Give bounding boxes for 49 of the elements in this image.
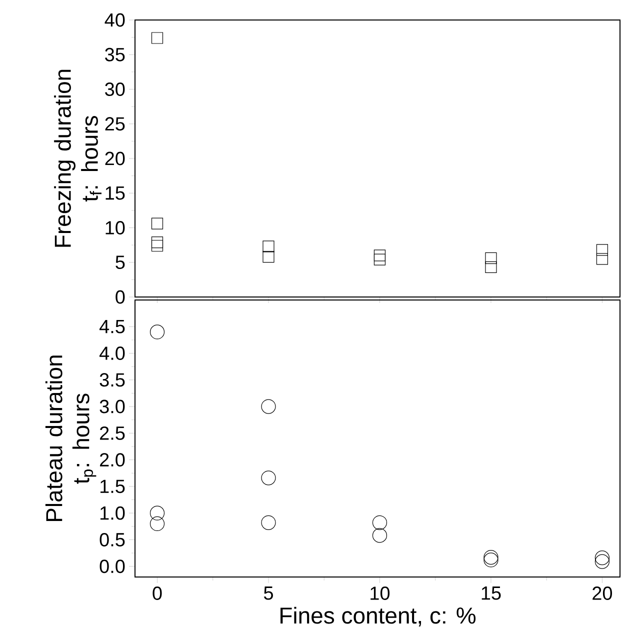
y-tick-label: 20 xyxy=(105,152,125,166)
y-tick-label: 5 xyxy=(116,256,125,270)
y-tick-label: 35 xyxy=(105,48,125,62)
y-tick-label: 40 xyxy=(104,13,125,27)
point xyxy=(372,515,388,530)
point xyxy=(596,253,608,265)
point xyxy=(151,218,164,230)
point xyxy=(262,240,274,252)
y-tick-label: 30 xyxy=(105,82,125,96)
point xyxy=(372,528,388,543)
y-tick-label: 1.5 xyxy=(100,480,125,494)
point xyxy=(594,554,610,569)
y-tick-label: 10 xyxy=(106,221,125,234)
y-tick-label: 0 xyxy=(116,290,125,304)
y-tick-label: 0.0 xyxy=(100,560,125,574)
x-tick-label: 15 xyxy=(482,586,501,600)
point xyxy=(150,506,165,520)
y-tick-label: 3.0 xyxy=(100,400,125,414)
x-tick-label: 5 xyxy=(264,586,273,600)
x-tick-label: 20 xyxy=(592,586,612,600)
point xyxy=(150,516,165,532)
point xyxy=(151,240,164,252)
y-tick-label: 2.5 xyxy=(100,426,125,440)
point xyxy=(594,550,610,566)
point xyxy=(374,254,386,266)
x-axis-title: Fines content, c: % xyxy=(280,606,476,626)
point xyxy=(262,251,274,263)
point xyxy=(151,32,164,44)
point xyxy=(484,550,498,565)
point xyxy=(374,250,386,262)
y-tick-label: 1.0 xyxy=(100,506,125,520)
x-tick-label: 10 xyxy=(370,586,390,600)
y-tick-label: 15 xyxy=(106,186,125,200)
point xyxy=(261,470,276,486)
point xyxy=(484,552,498,568)
y-tick-label: 25 xyxy=(105,117,125,131)
y-tick-label: 3.5 xyxy=(100,373,125,387)
point xyxy=(261,515,276,530)
y-tick-label: 4.5 xyxy=(99,320,125,334)
point xyxy=(151,236,164,248)
x-tick-label: 0 xyxy=(152,586,162,600)
y-tick-label: 0.5 xyxy=(100,532,125,546)
point xyxy=(485,261,497,274)
y-tick-label: 4.0 xyxy=(99,346,125,360)
point xyxy=(150,324,165,340)
point xyxy=(261,399,276,414)
point xyxy=(485,252,497,264)
y-tick-label: 2.0 xyxy=(100,453,125,467)
point xyxy=(596,244,608,256)
